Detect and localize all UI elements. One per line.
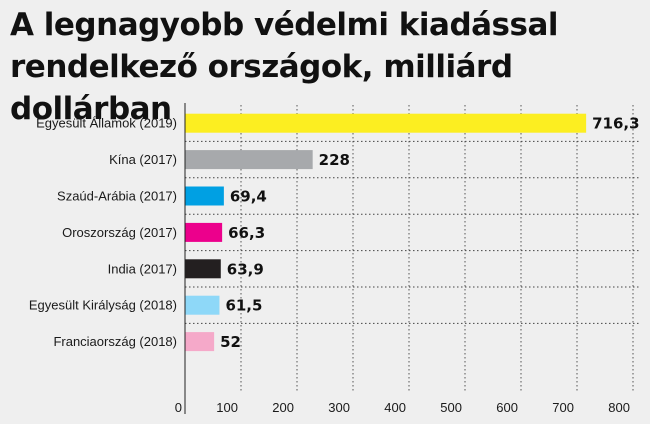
x-tick-label: 300 (328, 400, 350, 415)
bar (185, 113, 587, 133)
x-tick-label: 200 (272, 400, 294, 415)
x-tick-label: 800 (608, 400, 630, 415)
bar-row: Szaúd-Arábia (2017) 69,4 (57, 186, 267, 206)
x-axis-ticks: 0 100 200 300 400 500 600 700 800 (175, 400, 630, 415)
bar (185, 150, 313, 170)
bar (185, 295, 220, 315)
category-label: Kína (2017) (109, 152, 177, 167)
bar-row: India (2017) 63,9 (108, 259, 264, 279)
value-label: 69,4 (230, 188, 267, 206)
bar (185, 332, 215, 352)
bar-row: Egyesült Államok (2019) 716,3 (36, 113, 640, 133)
category-label: India (2017) (108, 261, 177, 276)
bar (185, 186, 224, 206)
category-label: Szaúd-Arábia (2017) (57, 189, 177, 204)
bar (185, 259, 221, 279)
category-label: Egyesült Államok (2019) (36, 116, 177, 131)
category-label: Egyesült Királyság (2018) (29, 298, 177, 313)
x-tick-label: 600 (496, 400, 518, 415)
category-label: Oroszország (2017) (62, 225, 177, 240)
bar-row: Oroszország (2017) 66,3 (62, 222, 265, 242)
bar-row: Franciaország (2018) 52 (53, 332, 241, 352)
x-tick-label: 500 (440, 400, 462, 415)
value-label: 63,9 (227, 260, 264, 278)
value-label: 52 (220, 333, 241, 351)
x-tick-label: 700 (552, 400, 574, 415)
bar-row: Kína (2017) 228 (109, 150, 350, 170)
bar-row: Egyesült Királyság (2018) 61,5 (29, 295, 262, 315)
bar (185, 222, 223, 242)
value-label: 716,3 (592, 115, 639, 133)
value-label: 228 (319, 151, 350, 169)
value-label: 61,5 (225, 297, 262, 315)
gridlines (240, 105, 634, 393)
rows: Egyesült Államok (2019) 716,3 Kína (2017) 2… (29, 113, 640, 352)
x-tick-label: 400 (384, 400, 406, 415)
value-label: 66,3 (228, 224, 265, 242)
x-tick-label: 100 (216, 400, 238, 415)
category-label: Franciaország (2018) (53, 334, 177, 349)
chart-title: A legnagyobb védelmi kiadással rendelkez… (10, 7, 559, 127)
x-tick-label: 0 (175, 400, 182, 415)
